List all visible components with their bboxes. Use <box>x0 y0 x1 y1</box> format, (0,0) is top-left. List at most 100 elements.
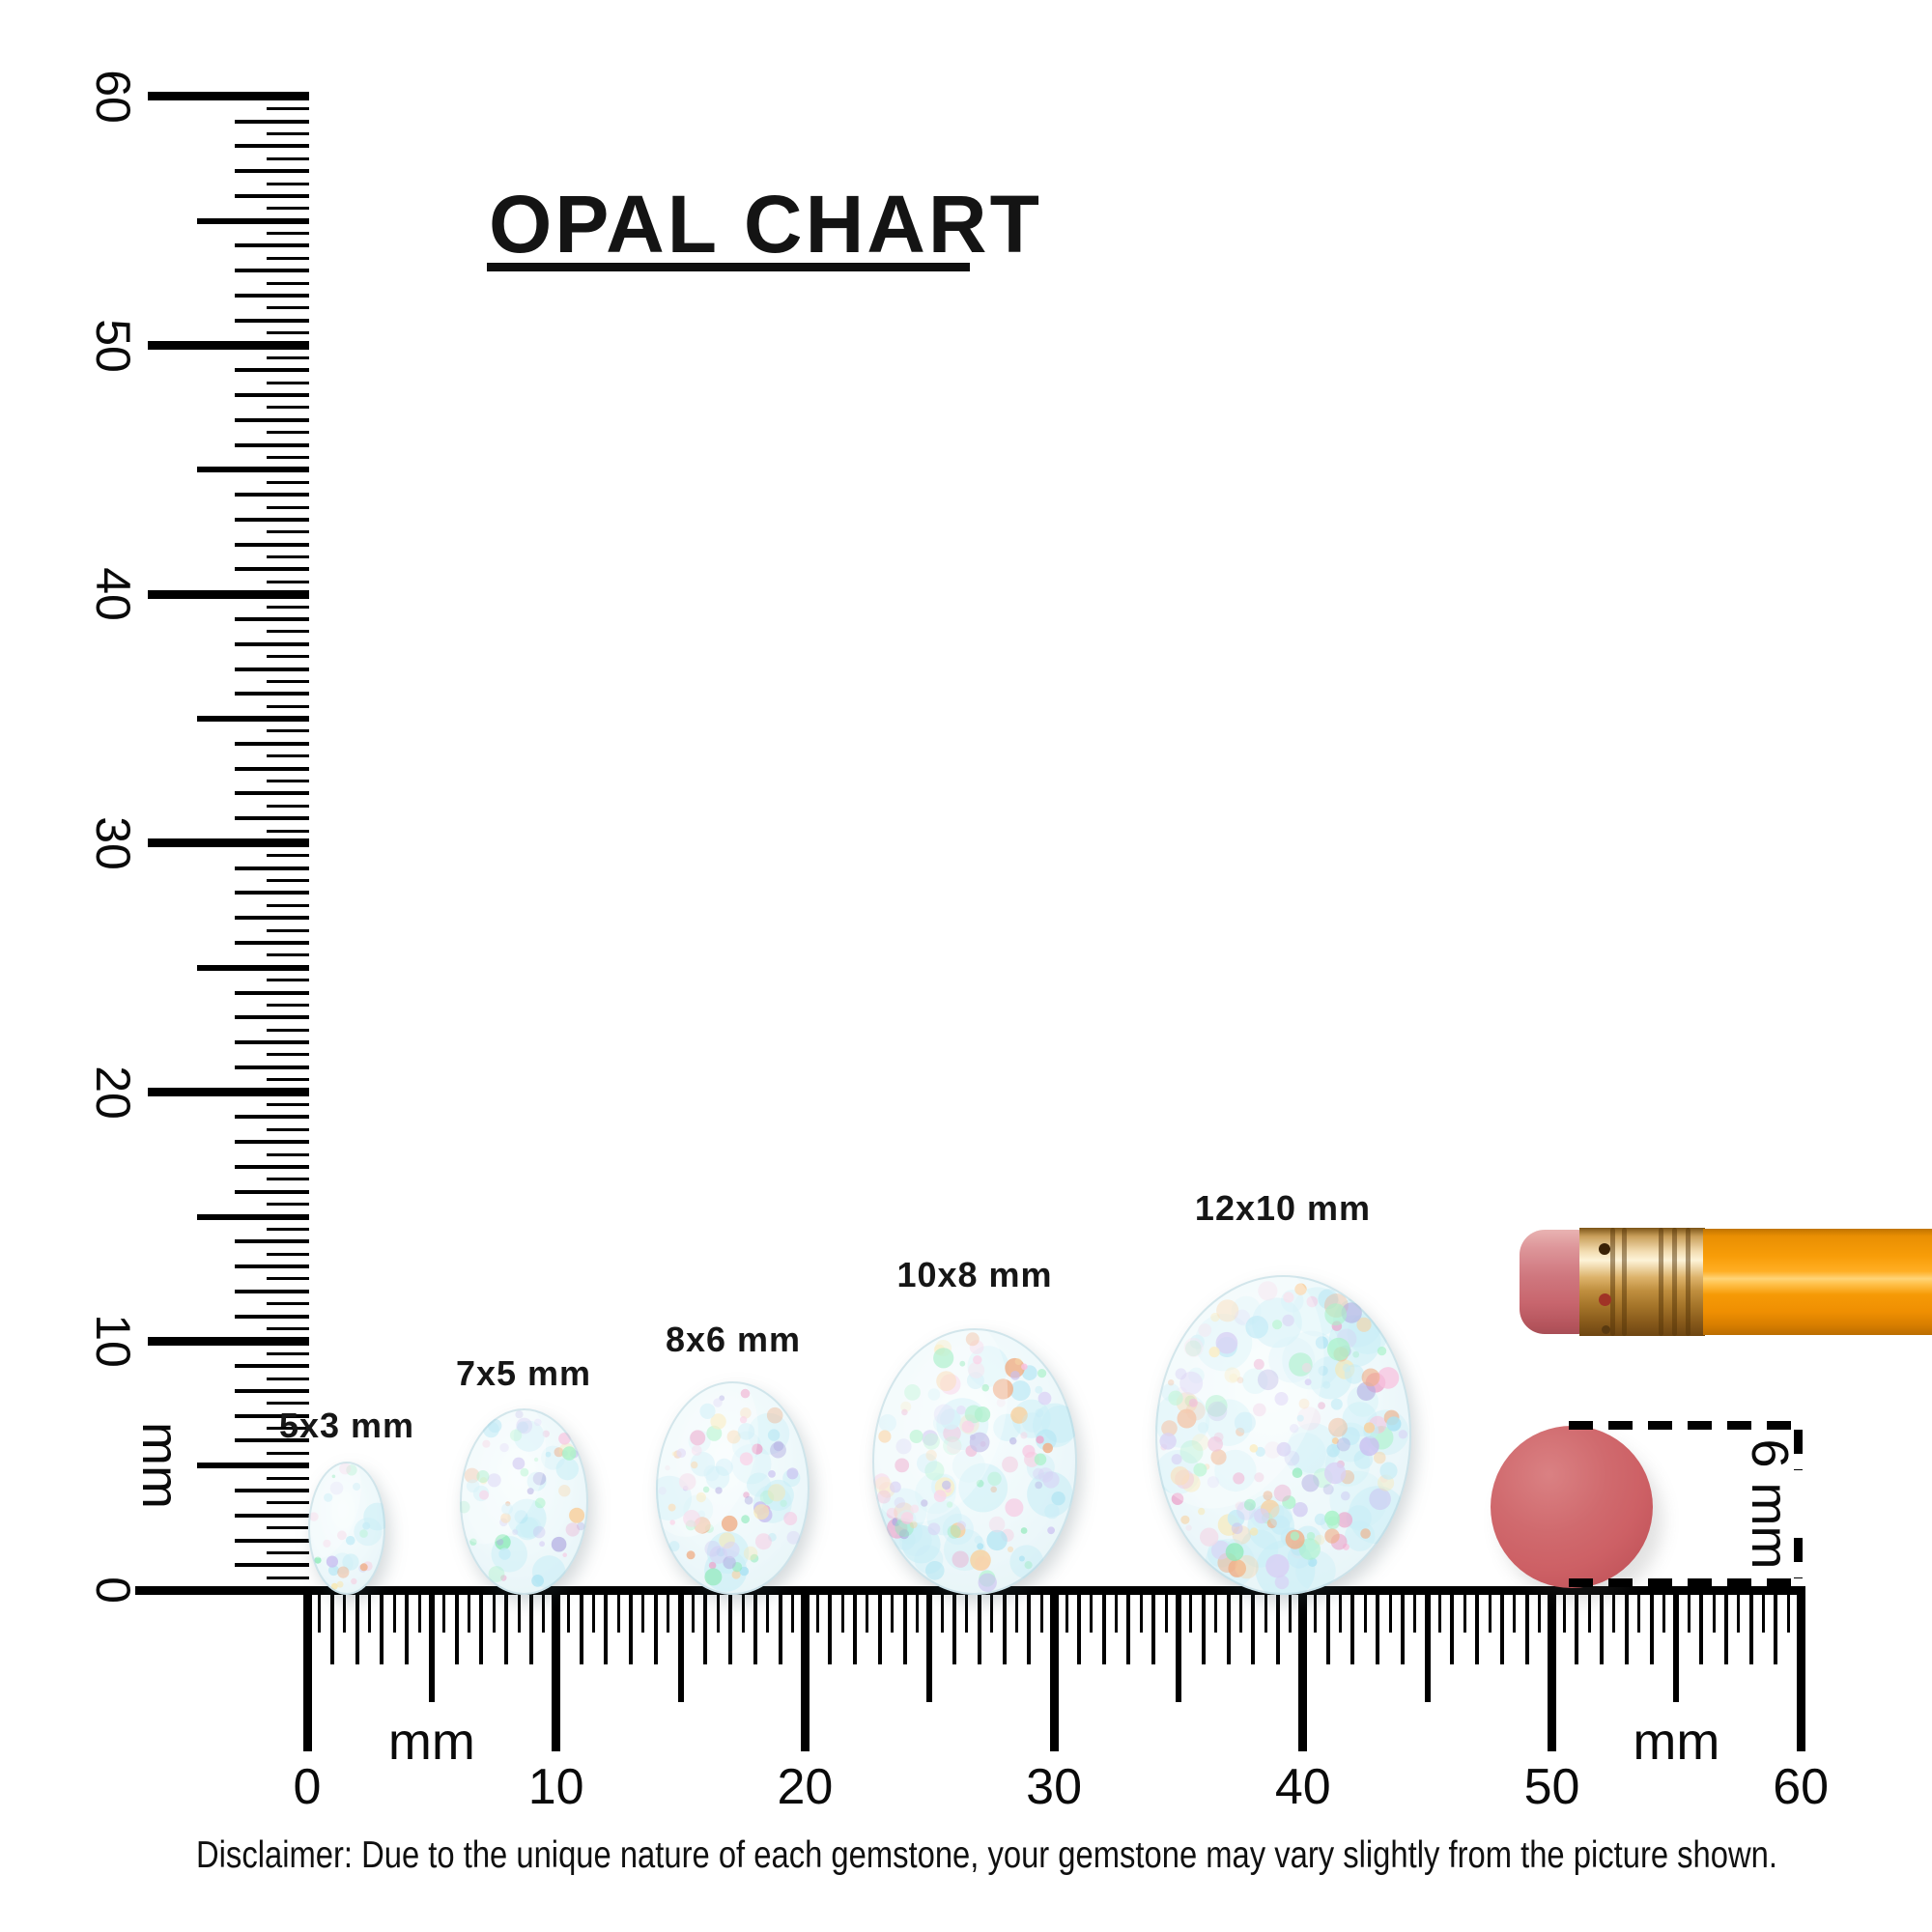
h-ruler-tick <box>591 1590 595 1633</box>
h-ruler-tick <box>302 1590 312 1751</box>
v-ruler-tick <box>197 467 309 473</box>
h-ruler-tick <box>442 1590 446 1633</box>
h-ruler-tick <box>1090 1590 1094 1633</box>
v-ruler-tick <box>235 1364 309 1369</box>
v-ruler-tick <box>235 144 309 149</box>
opal-size-label: 12x10 mm <box>1194 1188 1372 1228</box>
h-ruler-tick <box>528 1590 533 1664</box>
v-ruler-tick <box>267 1152 309 1156</box>
v-ruler-tick <box>267 107 309 111</box>
v-ruler-number: 10 <box>86 1314 140 1369</box>
h-ruler-tick <box>1762 1590 1765 1633</box>
h-ruler-tick <box>1276 1590 1280 1664</box>
opal-size-label: 7x5 mm <box>455 1353 592 1393</box>
h-ruler-tick <box>1289 1590 1293 1633</box>
v-ruler-tick <box>267 953 309 957</box>
h-ruler-tick <box>1673 1590 1680 1702</box>
h-ruler-tick <box>800 1590 810 1751</box>
h-ruler-tick <box>1065 1590 1068 1633</box>
h-ruler-tick <box>1748 1590 1753 1664</box>
h-ruler-tick <box>1400 1590 1405 1664</box>
ferrule-crimp-line <box>1622 1228 1627 1336</box>
h-ruler-tick <box>840 1590 844 1633</box>
measure-box-right-corner-bottom <box>1794 1538 1803 1578</box>
h-ruler-tick <box>1214 1590 1218 1633</box>
h-ruler-tick <box>667 1590 670 1633</box>
h-ruler-tick <box>542 1590 546 1633</box>
ferrule-dot <box>1602 1325 1610 1334</box>
h-ruler-tick <box>902 1590 907 1664</box>
v-ruler-tick <box>197 217 309 224</box>
h-ruler-tick <box>1339 1590 1342 1633</box>
v-ruler-tick <box>235 692 309 696</box>
measure-label: 6 mm <box>1741 1438 1799 1570</box>
v-ruler-tick <box>267 381 309 384</box>
v-ruler-tick <box>235 1513 309 1518</box>
pencil-icon <box>1520 1228 1932 1336</box>
h-ruler-tick <box>915 1590 919 1633</box>
h-ruler-tick <box>1298 1590 1308 1751</box>
v-ruler-tick <box>267 132 309 135</box>
v-ruler-tick <box>235 1140 309 1145</box>
h-ruler-tick <box>1424 1590 1431 1702</box>
h-ruler-tick <box>1363 1590 1367 1633</box>
v-ruler-tick <box>235 1289 309 1293</box>
h-ruler-tick <box>866 1590 869 1633</box>
v-ruler-tick <box>235 119 309 124</box>
v-ruler-tick <box>235 1239 309 1244</box>
h-ruler-tick <box>1737 1590 1741 1633</box>
v-ruler-tick <box>267 406 309 410</box>
h-ruler-tick <box>965 1590 969 1633</box>
h-ruler-tick <box>1101 1590 1106 1664</box>
v-ruler-tick <box>235 294 309 298</box>
v-ruler-tick <box>267 879 309 883</box>
v-ruler-tick <box>235 941 309 945</box>
v-ruler-tick <box>148 341 309 350</box>
v-ruler-tick <box>267 1427 309 1430</box>
h-ruler-tick <box>1413 1590 1417 1633</box>
eraser-dot <box>1491 1426 1653 1588</box>
h-ruler-tick <box>653 1590 658 1664</box>
v-ruler-tick <box>235 193 309 198</box>
h-ruler-tick <box>1388 1590 1392 1633</box>
v-ruler-tick <box>267 1028 309 1032</box>
h-ruler-tick <box>753 1590 757 1664</box>
h-ruler-tick <box>1314 1590 1318 1633</box>
v-ruler-tick <box>235 269 309 273</box>
v-ruler-tick <box>235 393 309 397</box>
v-ruler-tick <box>267 1053 309 1057</box>
v-ruler-tick <box>267 704 309 708</box>
h-ruler-tick <box>1039 1590 1043 1633</box>
ferrule-crimp-line <box>1686 1228 1690 1336</box>
v-ruler-tick <box>235 990 309 995</box>
v-ruler-tick <box>235 816 309 821</box>
v-ruler-tick <box>267 580 309 583</box>
h-ruler-tick <box>1264 1590 1267 1633</box>
v-ruler-tick <box>267 1252 309 1256</box>
h-ruler-tick <box>1513 1590 1517 1633</box>
v-ruler-tick <box>267 829 309 833</box>
opal-gem <box>1155 1275 1411 1595</box>
h-ruler-tick <box>1624 1590 1629 1664</box>
v-ruler-tick <box>235 866 309 870</box>
h-ruler-tick <box>329 1590 334 1664</box>
v-ruler-tick <box>267 1227 309 1231</box>
disclaimer-text: Disclaimer: Due to the unique nature of … <box>196 1834 1777 1876</box>
v-ruler-tick <box>267 1203 309 1207</box>
v-ruler-tick <box>235 493 309 497</box>
v-ruler-tick <box>267 555 309 558</box>
h-ruler-tick <box>778 1590 782 1664</box>
v-ruler-tick <box>267 431 309 435</box>
h-ruler-number: 30 <box>1026 1759 1083 1815</box>
v-ruler-tick <box>267 182 309 185</box>
v-ruler-tick <box>235 667 309 671</box>
v-ruler-tick <box>267 530 309 534</box>
h-ruler-tick <box>815 1590 819 1633</box>
v-ruler-tick <box>197 1213 309 1220</box>
v-ruler-tick <box>267 1078 309 1082</box>
v-ruler-tick <box>235 243 309 248</box>
h-ruler-tick <box>1723 1590 1728 1664</box>
v-ruler-number: 60 <box>86 69 140 124</box>
v-ruler-tick <box>267 505 309 509</box>
